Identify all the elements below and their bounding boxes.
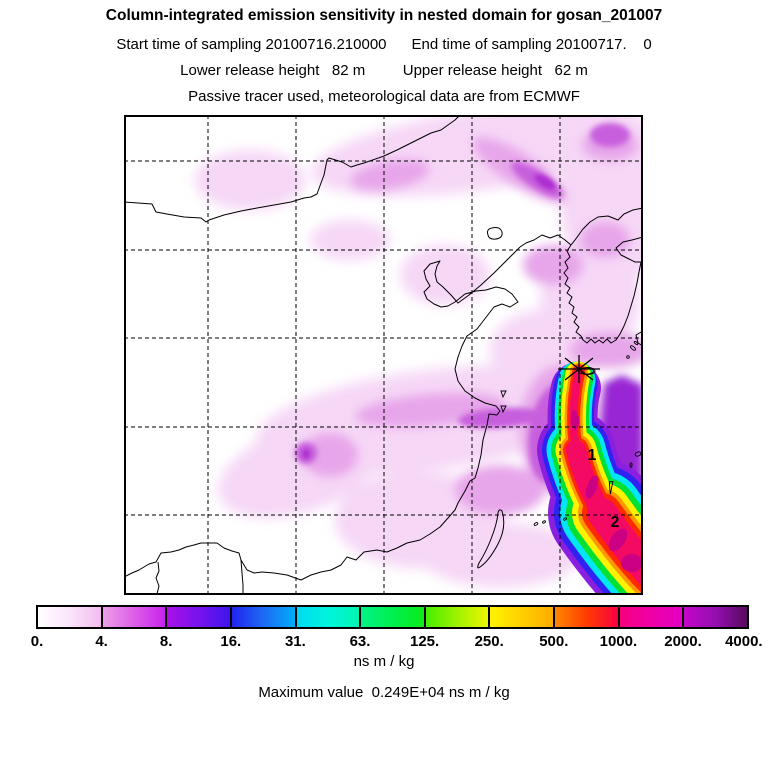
trajectory-marker-1: 1: [588, 447, 597, 464]
colorbar-segment: [167, 607, 232, 627]
okinawa-islet-1: [533, 522, 539, 526]
colorbar-segment: [231, 607, 297, 627]
yalu-border: [519, 234, 572, 248]
colorbar-tick-label: 8.: [159, 633, 173, 650]
colorbar-tick-label: 500.: [539, 633, 569, 650]
sensitivity-shading: [195, 115, 643, 587]
gridlines: [124, 115, 643, 595]
colorbar-segment: [102, 607, 168, 627]
yellow-sea-islet-2: [500, 405, 507, 414]
colorbar-tick-label: 4000.: [725, 633, 763, 650]
colorbar: [36, 605, 749, 629]
max-value-line: Maximum value 0.249E+04 ns m / kg: [258, 684, 510, 701]
colorbar-tick-label: 250.: [474, 633, 504, 650]
russia-ne-border: [570, 207, 643, 246]
coastlines: [124, 115, 643, 595]
colorbar-segment: [296, 607, 362, 627]
sampling-times-line: Start time of sampling 20100716.210000 E…: [116, 36, 652, 53]
iki-island: [626, 355, 630, 359]
map-frame: [124, 115, 643, 595]
colorbar-segment: [425, 607, 491, 627]
yellow-sea-islet-1: [500, 390, 507, 399]
okinawa-islet-2: [542, 520, 546, 524]
map-panel: 1 2: [124, 115, 643, 595]
colorbar-tick-label: 2000.: [664, 633, 702, 650]
ne-china-lake: [487, 227, 503, 240]
tsushima-island-2: [633, 340, 639, 346]
colorbar-segment: [555, 607, 620, 627]
emission-plume: [537, 361, 643, 595]
colorbar-tick-label: 4.: [95, 633, 108, 650]
colorbar-tick-label: 0.: [30, 633, 44, 650]
colorbar-segment: [38, 607, 103, 627]
colorbar-segment: [619, 607, 685, 627]
mongolia-russia-border: [124, 115, 461, 223]
inland-border-2: [240, 559, 244, 594]
colorbar-segment: [684, 607, 748, 627]
colorbar-units: ns m / kg: [353, 653, 415, 670]
tsushima-island: [630, 345, 636, 351]
goto-island-2: [629, 462, 633, 468]
colorbar-segment: [490, 607, 556, 627]
colorbar-tick-label: 16.: [220, 633, 242, 650]
figure-title: Column-integrated emission sensitivity i…: [105, 7, 663, 24]
inland-border-1: [155, 561, 160, 595]
colorbar-tick-labels: 0. 4. 8. 16. 31. 63. 125. 250. 500. 1000. 2000. 400…: [0, 633, 768, 651]
tracer-note-line: Passive tracer used, meteorological data…: [188, 88, 580, 105]
release-star-icon: [558, 355, 600, 383]
kyushu-sliver: [635, 330, 643, 347]
release-heights-line: Lower release height 82 m Upper release …: [180, 62, 588, 79]
goto-island: [634, 451, 642, 457]
china-coast: [124, 246, 521, 581]
colorbar-tick-label: 63.: [349, 633, 371, 650]
plume-core-maxima: [570, 410, 643, 572]
taiwan-island: [477, 509, 505, 569]
trajectory-marker-2: 2: [611, 514, 620, 531]
colorbar-tick-label: 125.: [409, 633, 440, 650]
sensitivity-map: 1 2: [124, 115, 643, 595]
colorbar-tick-label: 31.: [284, 633, 306, 650]
colorbar-segment: [361, 607, 426, 627]
colorbar-tick-label: 1000.: [599, 633, 638, 650]
aircraft-icon: [608, 480, 614, 495]
okinawa-islet-3: [563, 517, 567, 521]
